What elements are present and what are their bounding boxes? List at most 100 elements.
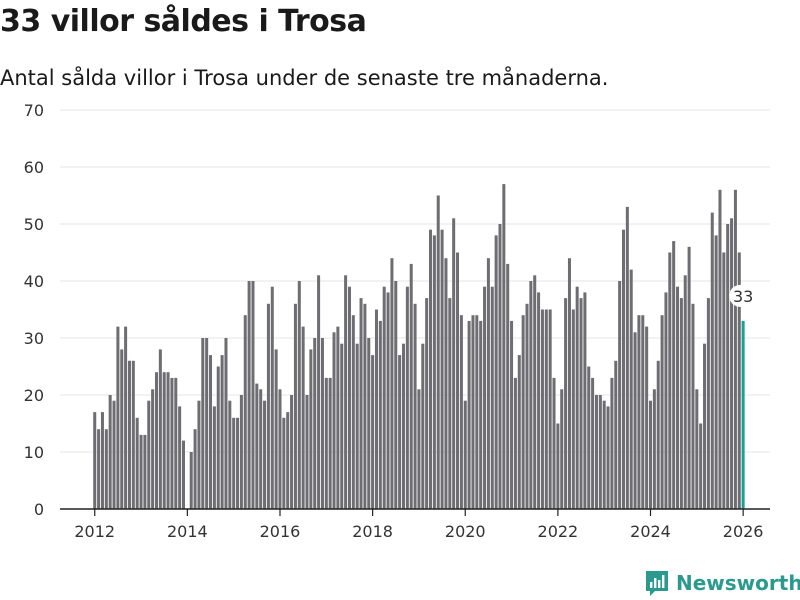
x-tick-label: 2018 [352,522,393,541]
x-tick-label: 2014 [167,522,208,541]
bar [174,377,178,509]
bar [154,372,158,509]
bar [212,406,216,509]
bar [537,292,541,509]
bar [733,189,737,510]
bar [567,258,571,509]
bar [444,258,448,509]
bar [409,263,413,509]
bar [579,298,583,509]
bar [363,303,367,509]
bar [564,298,568,509]
y-tick-label: 70 [24,101,44,120]
bar [317,275,321,509]
bar [355,343,359,509]
bar [730,218,734,510]
newsworthy-logo[interactable]: Newsworthy [644,568,800,598]
x-tick-label: 2026 [723,522,764,541]
bar [286,412,290,509]
bar [425,298,429,509]
bar [143,434,147,509]
bar [591,377,595,509]
bar [251,281,255,509]
bar [679,298,683,509]
bar [510,320,514,509]
bar [467,320,471,509]
bar [513,377,517,509]
bar [382,286,386,509]
bar [220,355,224,509]
bar [421,343,425,509]
bar [127,360,131,509]
bars [93,184,745,510]
bar [672,241,676,509]
bar [594,395,598,509]
bar [656,360,660,509]
bar [695,389,699,509]
bar [452,218,456,510]
bar [556,423,560,509]
bar [575,286,579,509]
chart-title: 33 villor såldes i Trosa [0,4,367,39]
bar [432,235,436,509]
bar [544,309,548,509]
bar [490,286,494,509]
bar [436,195,440,509]
bar [629,269,633,509]
bar [378,320,382,509]
bar [486,258,490,509]
bar [228,400,232,509]
x-tick-label: 2024 [630,522,671,541]
bar [610,377,614,509]
bar [606,406,610,509]
bar [506,263,510,509]
bar [181,440,186,509]
bar [676,286,680,509]
bar [224,338,228,509]
bar [139,434,143,509]
bar [193,429,197,509]
bar [710,212,714,509]
y-tick-label: 50 [24,215,44,234]
bar-chart-logo-icon [646,571,668,596]
bar [108,395,112,509]
bar [332,332,336,509]
y-tick-label: 0 [34,500,44,519]
bar [255,383,259,509]
y-axis-labels: 0 10 20 30 40 50 60 70 [24,101,44,519]
y-tick-label: 20 [24,386,44,405]
bar [533,275,537,509]
bar [394,281,398,509]
bar [618,281,622,509]
bar [560,389,564,509]
bar [703,343,707,509]
bar [359,298,363,509]
bar [602,400,606,509]
bar [645,326,649,509]
bar [598,395,602,509]
bar [494,235,498,509]
bar [625,206,629,509]
bar [463,400,467,509]
x-tick-label: 2020 [445,522,486,541]
bar [259,389,263,509]
bar [660,315,664,509]
bar [614,360,618,509]
bar [413,303,417,509]
bar [104,429,108,509]
x-tick-label: 2022 [538,522,579,541]
bar [232,417,236,509]
bar [548,309,552,509]
bar-chart: 0 10 20 30 40 50 60 70 2012 2014 2016 2018 2020 2022… [24,101,770,541]
bar [529,281,533,509]
bar [340,343,344,509]
bar [351,315,355,509]
value-label-bg [729,284,758,307]
bar [305,395,309,509]
bar [498,224,502,509]
bar [243,315,247,509]
bar [587,366,591,509]
bar [664,292,668,509]
bar [475,315,479,509]
bar [637,315,641,509]
